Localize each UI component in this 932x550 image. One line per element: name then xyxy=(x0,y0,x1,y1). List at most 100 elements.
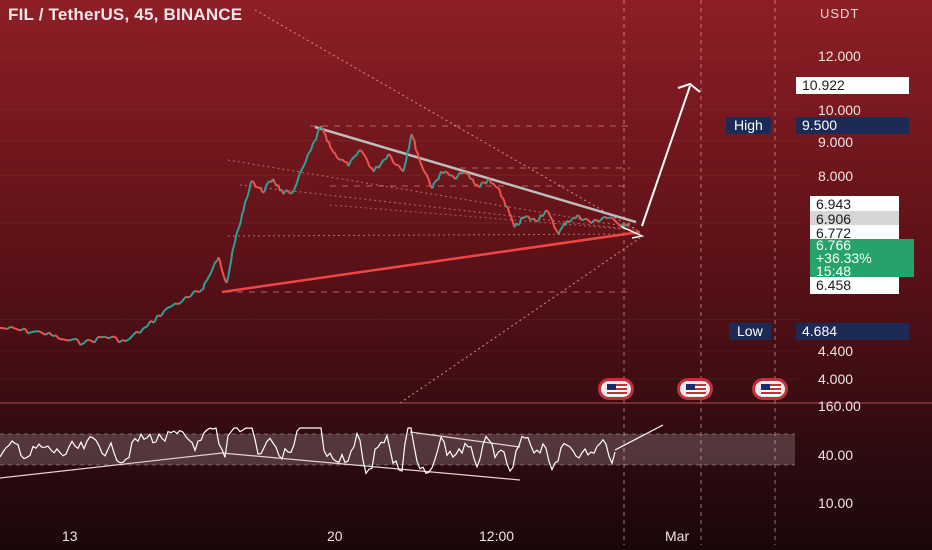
price-segment xyxy=(444,170,448,174)
low-label: Low xyxy=(729,323,771,340)
price-segment xyxy=(181,296,187,303)
price-segment xyxy=(62,338,67,342)
price-segment xyxy=(627,222,631,226)
us-flag-icon[interactable] xyxy=(752,378,788,400)
price-segment xyxy=(192,289,196,294)
price-segment xyxy=(93,336,99,344)
price-segment xyxy=(132,330,138,336)
price-segment xyxy=(238,221,242,227)
price-series xyxy=(0,125,631,346)
price-segment xyxy=(228,261,232,270)
price-segment xyxy=(203,281,207,285)
price-segment xyxy=(341,158,346,163)
price-segment xyxy=(291,189,295,194)
price-segment xyxy=(246,189,251,196)
price-segment xyxy=(143,325,148,330)
price-segment xyxy=(104,335,109,340)
price-segment xyxy=(153,314,159,324)
price-segment xyxy=(352,155,356,160)
us-flag-icon[interactable] xyxy=(598,378,634,400)
price-segment xyxy=(241,209,245,215)
price-segment xyxy=(484,180,489,185)
price-segment xyxy=(471,178,476,185)
price-segment xyxy=(410,133,414,139)
price-segment xyxy=(293,182,298,191)
price-segment xyxy=(364,156,369,162)
price-segment xyxy=(551,219,556,228)
price-segment xyxy=(282,190,287,195)
price-segment xyxy=(309,144,314,151)
price-segment xyxy=(290,192,293,195)
price-segment xyxy=(225,276,230,283)
price-segment xyxy=(265,182,269,187)
price-segment xyxy=(234,233,238,242)
price-segment xyxy=(227,268,231,277)
price-segment xyxy=(211,264,216,269)
price-segment xyxy=(80,342,85,346)
price-segment xyxy=(476,184,480,188)
price-segment xyxy=(322,128,326,134)
price-segment xyxy=(616,222,621,226)
price-segment xyxy=(237,225,241,231)
price-segment xyxy=(220,266,224,273)
price-segment xyxy=(188,294,192,299)
price-segment xyxy=(421,166,426,172)
price-segment xyxy=(498,190,503,198)
price-segment xyxy=(213,261,217,265)
us-flag-icon[interactable] xyxy=(677,378,713,400)
price-segment xyxy=(170,302,176,308)
price-segment xyxy=(245,195,249,200)
price-segment xyxy=(76,338,82,346)
price-segment xyxy=(493,184,497,188)
price-segment xyxy=(591,219,596,224)
y-tick: 8.000 xyxy=(818,168,854,184)
price-segment xyxy=(231,246,235,252)
price-segment xyxy=(413,140,417,151)
price-segment xyxy=(578,216,583,221)
price-segment xyxy=(625,223,629,227)
price-segment xyxy=(583,217,587,221)
price-segment xyxy=(572,216,576,220)
price-segment xyxy=(553,226,558,231)
price-segment xyxy=(545,209,549,213)
price-segment xyxy=(301,162,307,169)
price-segment xyxy=(313,139,317,142)
price-segment xyxy=(427,178,432,187)
price-segment xyxy=(167,305,172,309)
price-segment xyxy=(263,186,267,193)
price-segment xyxy=(209,271,213,276)
price-segment xyxy=(479,182,483,188)
price-segment xyxy=(532,217,537,222)
price-segment xyxy=(612,218,617,222)
price-segment xyxy=(387,153,392,158)
rsi-pane xyxy=(0,402,932,481)
fan-line xyxy=(227,159,636,229)
price-segment xyxy=(17,328,22,332)
high-value: 9.500 xyxy=(796,117,909,134)
price-segment xyxy=(585,217,589,221)
price-segment xyxy=(489,180,493,184)
upper-channel-line xyxy=(254,9,641,233)
price-segment xyxy=(284,189,288,192)
last-price-tag: 6.766 +36.33% 15:48 xyxy=(810,238,914,278)
price-segment xyxy=(217,256,221,261)
price-segment xyxy=(259,187,264,193)
price-segment xyxy=(482,181,485,184)
price-segment xyxy=(602,215,606,219)
price-segment xyxy=(333,152,337,157)
price-segment xyxy=(252,182,257,188)
price-segment xyxy=(494,185,498,189)
price-segment xyxy=(38,330,43,334)
price-segment xyxy=(139,327,145,334)
price-segment xyxy=(508,212,512,217)
price-segment xyxy=(531,217,535,221)
price-segment xyxy=(194,289,198,293)
price-segment xyxy=(244,198,248,203)
price-segment xyxy=(506,206,511,214)
price-segment xyxy=(442,170,446,175)
price-segment xyxy=(547,211,552,217)
price-segment xyxy=(599,217,604,221)
price-segment xyxy=(604,215,608,220)
price-segment xyxy=(23,327,29,334)
